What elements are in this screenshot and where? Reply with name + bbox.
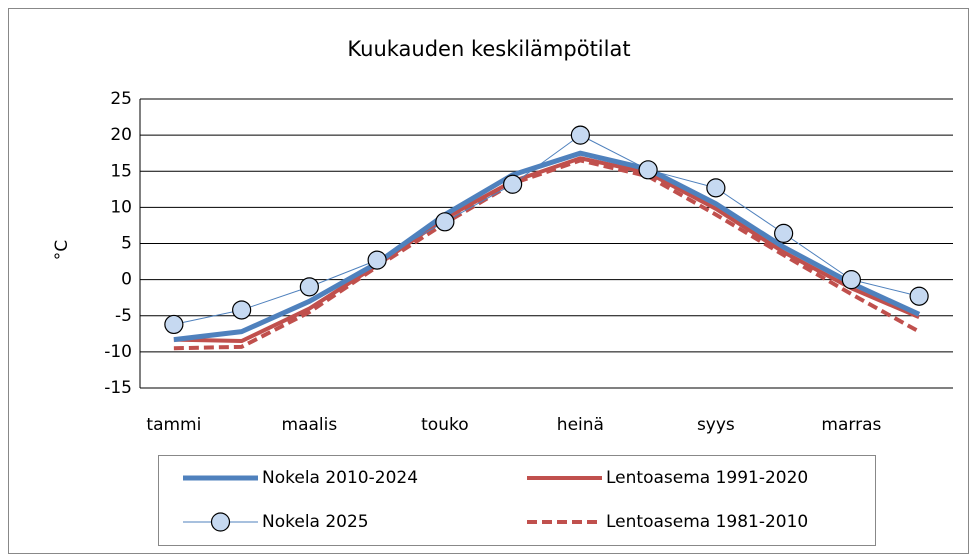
x-tick-label: marras — [821, 415, 881, 435]
series-marker — [232, 300, 252, 320]
legend-marker — [210, 512, 231, 532]
y-tick-label: -15 — [104, 378, 132, 398]
y-tick-label: -10 — [104, 342, 132, 362]
legend-label: Lentoasema 1981-2010 — [606, 512, 808, 532]
series-marker — [706, 178, 726, 198]
series-marker — [164, 314, 184, 335]
series-line — [173, 134, 920, 325]
y-tick-label: 10 — [110, 197, 132, 217]
x-tick-label: heinä — [557, 415, 604, 435]
series-marker — [299, 277, 319, 297]
series-marker — [503, 174, 523, 194]
x-tick-label: syys — [697, 415, 735, 435]
series-line — [173, 150, 921, 343]
series-marker — [841, 270, 861, 290]
legend-box — [158, 455, 876, 546]
y-tick-label: 20 — [110, 125, 132, 145]
y-tick-label: 15 — [110, 161, 132, 181]
series-line — [173, 156, 920, 344]
series-marker — [909, 286, 929, 306]
y-tick-label: 0 — [121, 270, 132, 290]
series-marker — [435, 212, 455, 232]
y-axis-label: °C — [52, 240, 72, 260]
series-marker — [774, 223, 794, 243]
x-tick-label: maalis — [282, 415, 338, 435]
legend-label: Nokela 2010-2024 — [262, 468, 418, 488]
y-tick-label: -5 — [115, 306, 132, 326]
legend-label: Nokela 2025 — [262, 512, 369, 532]
series-marker — [638, 160, 658, 180]
x-tick-label: tammi — [146, 415, 201, 435]
series-line — [173, 158, 921, 351]
chart-title: Kuukauden keskilämpötilat — [347, 37, 630, 61]
y-tick-label: 25 — [110, 89, 132, 109]
y-tick-label: 5 — [121, 234, 132, 254]
series-marker — [570, 125, 590, 145]
legend-label: Lentoasema 1991-2020 — [606, 468, 808, 488]
x-tick-label: touko — [421, 415, 468, 435]
series-marker — [367, 250, 387, 270]
